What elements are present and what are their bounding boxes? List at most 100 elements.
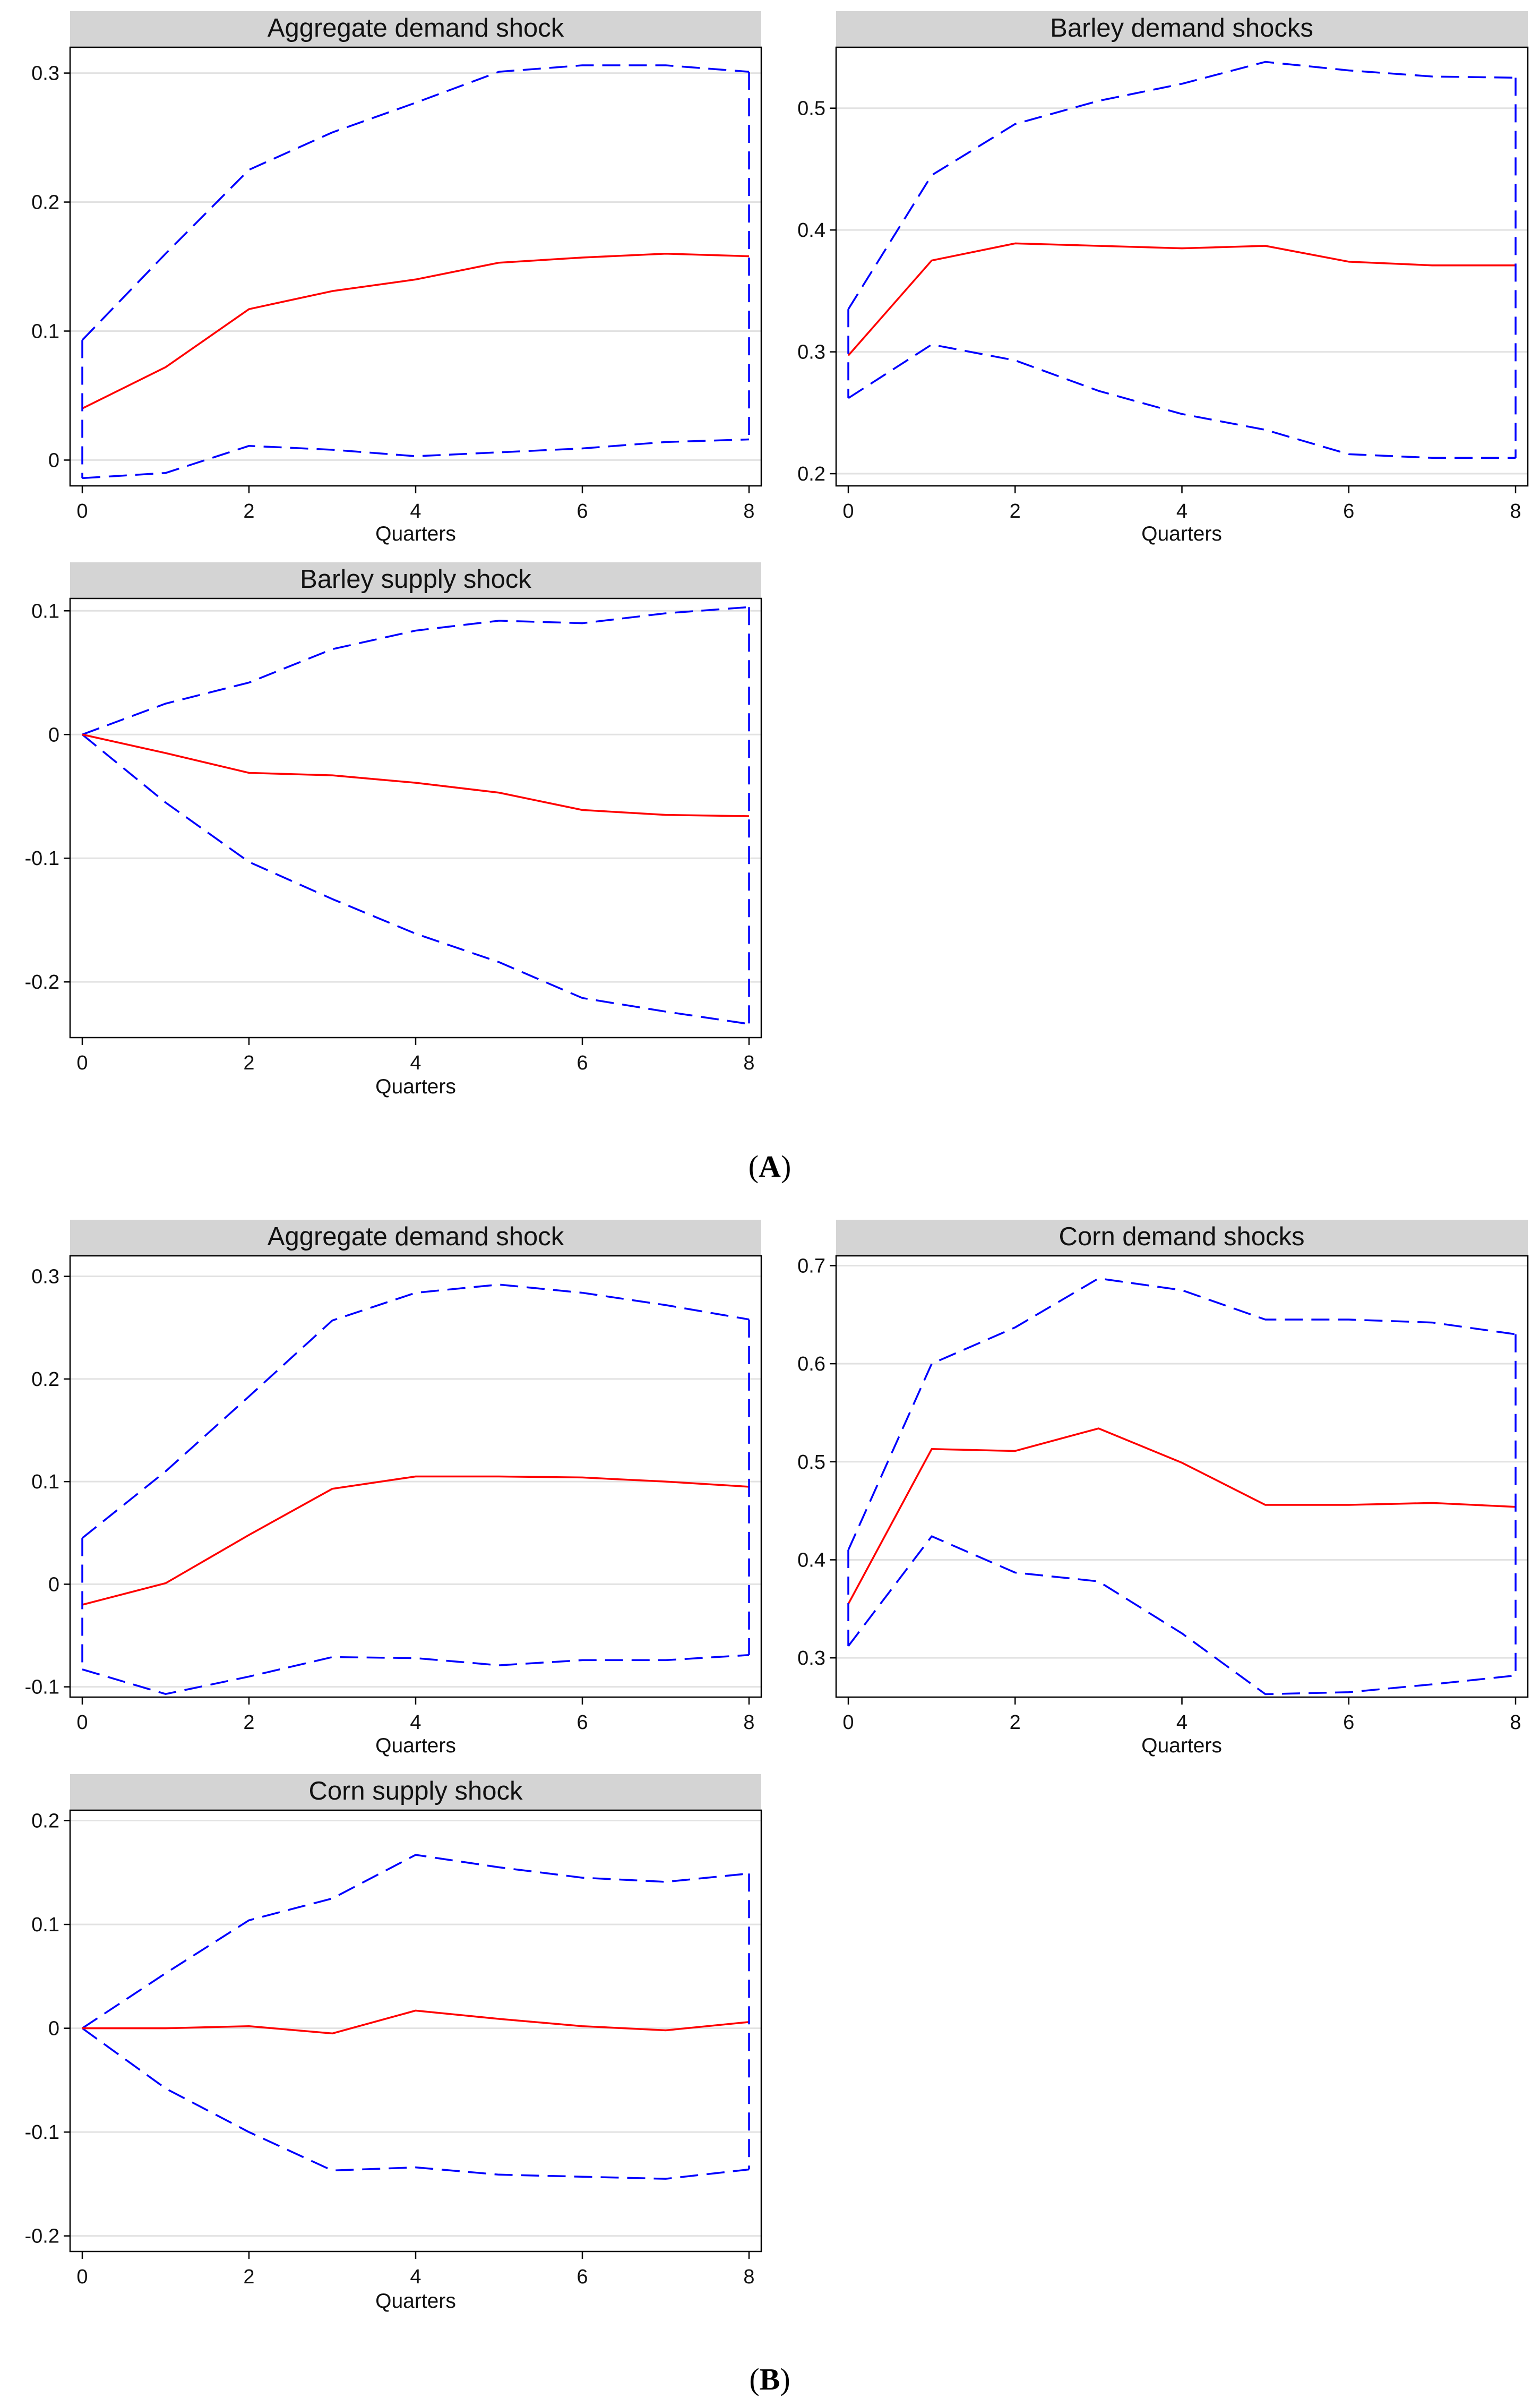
x-tick-label-1: 2: [1010, 1711, 1021, 1734]
x-tick-label-1: 2: [243, 1711, 254, 1734]
panel-title: Barley supply shock: [300, 565, 531, 594]
y-tick-label-2: 0.1: [31, 1471, 59, 1493]
x-tick-label-3: 6: [577, 1052, 588, 1074]
upper-band-line: [81, 1283, 750, 1539]
title-bar: [70, 1774, 761, 1810]
y-tick-label-4: 0.2: [31, 1810, 59, 1833]
x-tick-label-4: 8: [743, 1052, 754, 1074]
lower-band-line: [847, 1535, 1516, 1696]
lower-band-line: [82, 1654, 750, 1695]
y-tick-label-3: 0.2: [31, 1368, 59, 1391]
x-tick-label-1: 2: [243, 500, 254, 523]
x-tick-label-2: 4: [410, 2266, 421, 2288]
x-axis-label: Quarters: [1141, 1734, 1222, 1757]
panel-a-aggregate-demand: Aggregate demand shock 0 0.1 0.2 0.3 0 2 4 6 8 Q…: [31, 11, 762, 545]
x-tick-label-0: 0: [76, 1711, 88, 1734]
upper-band-line: [847, 1277, 1516, 1551]
x-tick-label-3: 6: [577, 500, 588, 523]
panel-title: Barley demand shocks: [1050, 14, 1313, 42]
y-tick-label-3: 0.5: [797, 98, 825, 120]
panel-b-corn-supply: Corn supply shock -0.2 -0.1 0 0.1 0.2 0 2 4 6 8 Q…: [25, 1774, 762, 2313]
x-tick-label-0: 0: [842, 1711, 854, 1734]
lower-band-line: [81, 2027, 750, 2180]
x-tick-label-2: 4: [410, 1711, 421, 1734]
y-tick-label-3: 0.6: [797, 1353, 825, 1375]
upper-band-line: [81, 64, 750, 341]
x-tick-label-0: 0: [842, 500, 854, 523]
y-tick-label-1: -0.1: [25, 2121, 59, 2144]
x-tick-label-2: 4: [410, 1052, 421, 1074]
upper-band-line: [82, 1854, 750, 2030]
irf-line: [82, 733, 750, 817]
x-tick-label-2: 4: [1176, 500, 1188, 523]
x-tick-label-0: 0: [76, 500, 88, 523]
y-tick-label-0: -0.1: [25, 1676, 59, 1699]
x-tick-label-3: 6: [577, 1711, 588, 1734]
x-tick-label-4: 8: [743, 500, 754, 523]
y-tick-label-4: 0.7: [797, 1255, 825, 1277]
y-tick-label-2: 0.2: [31, 192, 59, 214]
y-tick-label-2: 0.5: [797, 1451, 825, 1474]
group-label-a: (A): [749, 1149, 791, 1184]
x-tick-label-3: 6: [1343, 1711, 1354, 1734]
x-tick-label-4: 8: [743, 2266, 754, 2288]
x-axis-label: Quarters: [375, 1734, 456, 1757]
y-tick-label-1: 0.3: [797, 341, 825, 364]
y-tick-label-3: 0.3: [31, 63, 59, 85]
y-tick-label-0: -0.2: [25, 2225, 59, 2248]
x-tick-label-2: 4: [1176, 1711, 1188, 1734]
lower-band-line: [81, 733, 750, 1025]
y-tick-label-1: 0.1: [31, 320, 59, 343]
x-tick-label-1: 2: [1010, 500, 1021, 523]
x-axis-label: Quarters: [375, 523, 456, 545]
upper-band-line: [82, 606, 750, 735]
x-tick-label-2: 4: [410, 500, 421, 523]
panel-title: Aggregate demand shock: [268, 1222, 564, 1251]
title-bar: [836, 11, 1528, 47]
irf-line: [82, 2009, 750, 2035]
x-tick-label-4: 8: [743, 1711, 754, 1734]
lower-band-line: [82, 438, 750, 480]
x-axis-label: Quarters: [375, 2290, 456, 2313]
x-axis-label: Quarters: [375, 1075, 456, 1098]
y-tick-label-1: 0.4: [797, 1549, 825, 1571]
x-tick-label-0: 0: [76, 2266, 88, 2288]
x-axis-label: Quarters: [1141, 523, 1222, 545]
y-tick-label-0: 0.2: [797, 463, 825, 485]
irf-line: [82, 1475, 750, 1606]
y-tick-label-2: 0: [48, 724, 59, 746]
panel-a-barley-supply: Barley supply shock -0.2 -0.1 0 0.1 0 2 4 6 8 Qu…: [25, 562, 762, 1098]
panel-title: Corn supply shock: [308, 1777, 523, 1805]
plot-frame: [835, 46, 1529, 487]
y-tick-label-0: -0.2: [25, 971, 59, 994]
lower-band-line: [848, 344, 1516, 459]
y-tick-label-2: 0: [48, 2018, 59, 2040]
plot-frame: [69, 597, 762, 1039]
x-tick-label-1: 2: [243, 2266, 254, 2288]
x-tick-label-0: 0: [76, 1052, 88, 1074]
panel-title: Corn demand shocks: [1059, 1222, 1304, 1251]
y-tick-label-3: 0.1: [31, 1914, 59, 1936]
x-tick-label-4: 8: [1510, 500, 1521, 523]
x-tick-label-4: 8: [1510, 1711, 1521, 1734]
upper-band-line: [847, 61, 1516, 310]
x-tick-label-3: 6: [1343, 500, 1354, 523]
y-tick-label-2: 0.4: [797, 219, 825, 242]
y-tick-label-0: 0: [48, 449, 59, 472]
panel-title: Aggregate demand shock: [268, 14, 564, 42]
irf-line: [847, 1427, 1516, 1605]
y-tick-label-4: 0.3: [31, 1266, 59, 1288]
group-label-b: (B): [749, 2362, 790, 2396]
irf-line: [82, 252, 750, 409]
title-bar: [836, 1220, 1528, 1256]
x-tick-label-3: 6: [577, 2266, 588, 2288]
y-tick-label-1: -0.1: [25, 847, 59, 870]
plot-frame: [69, 46, 762, 487]
title-bar: [70, 562, 761, 598]
title-bar: [70, 11, 761, 47]
y-tick-label-1: 0: [48, 1573, 59, 1596]
y-tick-label-3: 0.1: [31, 600, 59, 622]
irf-line: [847, 242, 1516, 356]
y-tick-label-0: 0.3: [797, 1647, 825, 1669]
